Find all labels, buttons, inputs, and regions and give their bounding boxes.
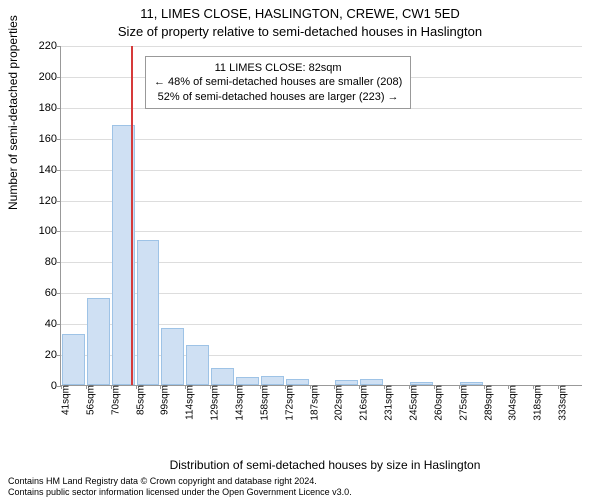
y-tick-mark bbox=[57, 77, 61, 78]
x-tick-label: 172sqm bbox=[282, 385, 295, 421]
info-line2: ← 48% of semi-detached houses are smalle… bbox=[154, 75, 402, 89]
y-tick-mark bbox=[57, 170, 61, 171]
x-tick-label: 216sqm bbox=[357, 385, 370, 421]
x-tick-label: 143sqm bbox=[233, 385, 246, 421]
footnote-line1: Contains HM Land Registry data © Crown c… bbox=[8, 476, 592, 486]
x-axis-label: Distribution of semi-detached houses by … bbox=[60, 458, 590, 472]
y-tick-mark bbox=[57, 324, 61, 325]
x-tick-label: 304sqm bbox=[506, 385, 519, 421]
x-tick-label: 70sqm bbox=[108, 385, 121, 415]
footnote-line2: Contains public sector information licen… bbox=[8, 487, 592, 497]
info-line3: 52% of semi-detached houses are larger (… bbox=[154, 90, 402, 104]
histogram-bar bbox=[137, 240, 160, 385]
histogram-bar bbox=[236, 377, 259, 385]
x-tick-label: 333sqm bbox=[556, 385, 569, 421]
plot-area: 02040608010012014016018020022041sqm56sqm… bbox=[60, 46, 582, 386]
info-line1: 11 LIMES CLOSE: 82sqm bbox=[154, 61, 402, 75]
y-tick-mark bbox=[57, 293, 61, 294]
x-tick-label: 158sqm bbox=[257, 385, 270, 421]
x-tick-label: 85sqm bbox=[133, 385, 146, 415]
y-tick-mark bbox=[57, 262, 61, 263]
x-tick-label: 114sqm bbox=[183, 385, 196, 420]
x-tick-label: 289sqm bbox=[481, 385, 494, 421]
x-tick-label: 245sqm bbox=[407, 385, 420, 421]
y-tick-mark bbox=[57, 46, 61, 47]
chart-container: 11, LIMES CLOSE, HASLINGTON, CREWE, CW1 … bbox=[0, 0, 600, 500]
info-box: 11 LIMES CLOSE: 82sqm ← 48% of semi-deta… bbox=[145, 56, 411, 109]
y-tick-mark bbox=[57, 231, 61, 232]
x-tick-label: 129sqm bbox=[208, 385, 221, 421]
chart-title-line2: Size of property relative to semi-detach… bbox=[0, 24, 600, 39]
chart-title-line1: 11, LIMES CLOSE, HASLINGTON, CREWE, CW1 … bbox=[0, 6, 600, 21]
x-tick-label: 318sqm bbox=[531, 385, 544, 421]
y-tick-mark bbox=[57, 108, 61, 109]
x-tick-label: 202sqm bbox=[332, 385, 345, 421]
histogram-bar bbox=[186, 345, 209, 385]
x-tick-label: 56sqm bbox=[83, 385, 96, 415]
histogram-bar bbox=[261, 376, 284, 385]
x-tick-label: 231sqm bbox=[382, 385, 395, 421]
x-tick-label: 187sqm bbox=[307, 385, 320, 421]
y-axis-label: Number of semi-detached properties bbox=[6, 15, 20, 210]
histogram-bar bbox=[62, 334, 85, 385]
footnote: Contains HM Land Registry data © Crown c… bbox=[8, 476, 592, 497]
x-tick-label: 275sqm bbox=[456, 385, 469, 421]
gridline bbox=[61, 201, 582, 202]
gridline bbox=[61, 139, 582, 140]
property-marker-line bbox=[131, 46, 133, 385]
x-tick-label: 260sqm bbox=[431, 385, 444, 421]
x-tick-label: 41sqm bbox=[59, 385, 72, 415]
gridline bbox=[61, 46, 582, 47]
y-tick-mark bbox=[57, 201, 61, 202]
histogram-bar bbox=[211, 368, 234, 385]
y-tick-mark bbox=[57, 355, 61, 356]
gridline bbox=[61, 231, 582, 232]
histogram-bar bbox=[161, 328, 184, 385]
gridline bbox=[61, 170, 582, 171]
x-tick-label: 99sqm bbox=[158, 385, 171, 415]
histogram-bar bbox=[87, 298, 110, 385]
y-tick-mark bbox=[57, 139, 61, 140]
